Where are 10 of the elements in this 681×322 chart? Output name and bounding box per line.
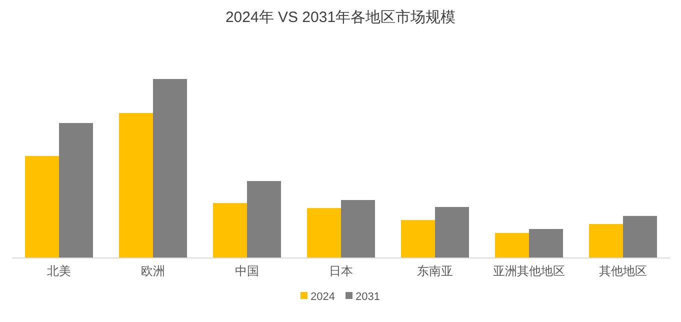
x-tick-label: 欧洲 [141,264,165,278]
x-tick-label: 北美 [47,264,71,278]
legend-label: 2024 [310,291,335,303]
x-tick-label: 其他地区 [599,264,647,278]
title: 2024年 VS 2031年各地区市场规模 [225,9,456,26]
x-tick-label: 亚洲其他地区 [493,264,565,278]
x-tick-label: 日本 [329,264,353,278]
x-tick-label: 东南亚 [417,264,453,278]
x-tick-label: 中国 [235,264,259,278]
legend-label: 2031 [356,291,380,303]
